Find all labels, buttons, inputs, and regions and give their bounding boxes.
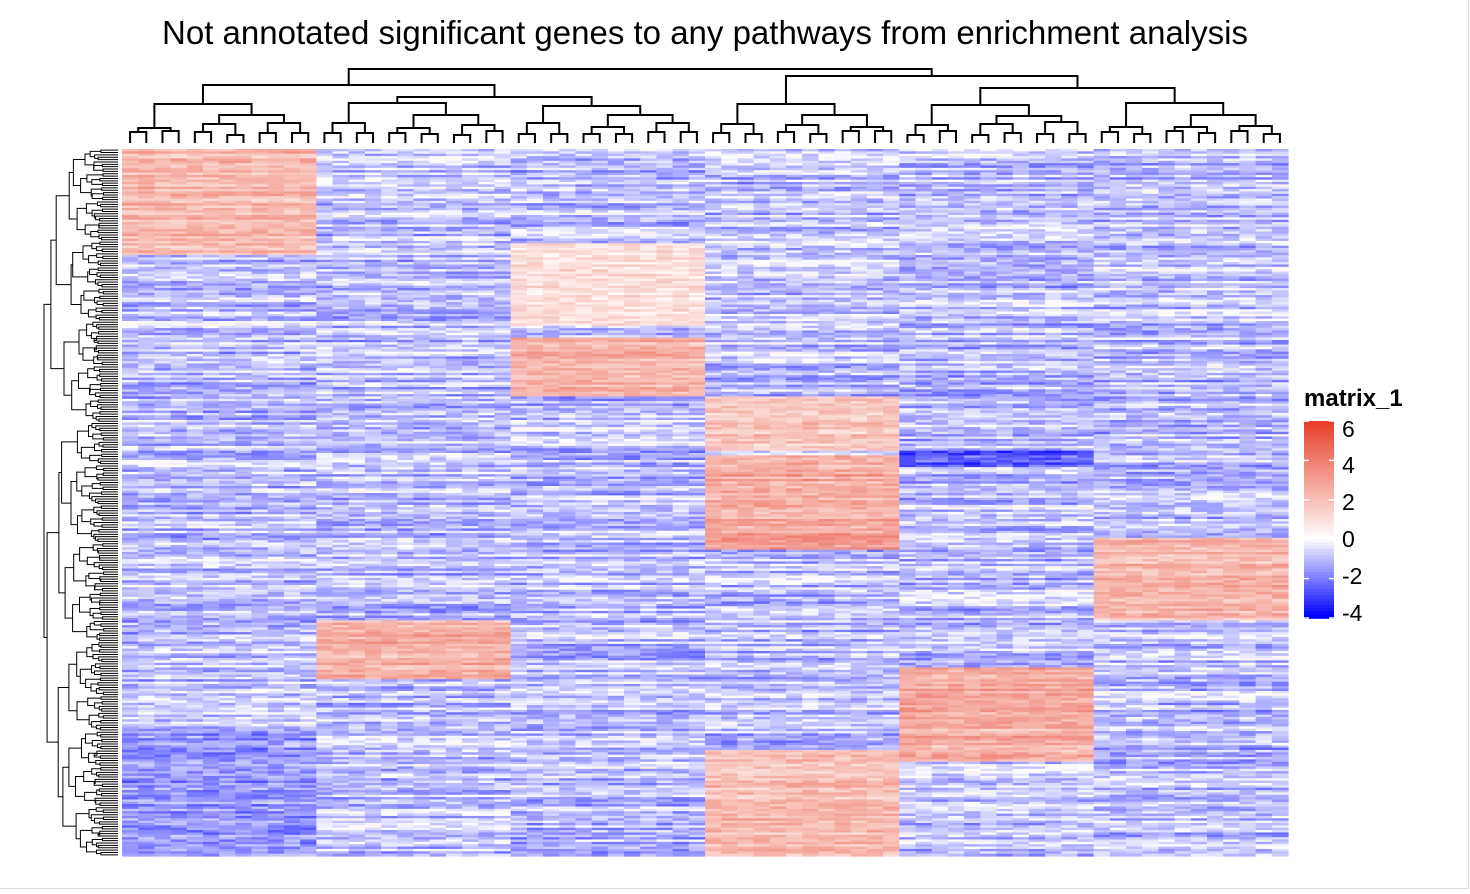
heatmap-body	[122, 149, 1289, 857]
